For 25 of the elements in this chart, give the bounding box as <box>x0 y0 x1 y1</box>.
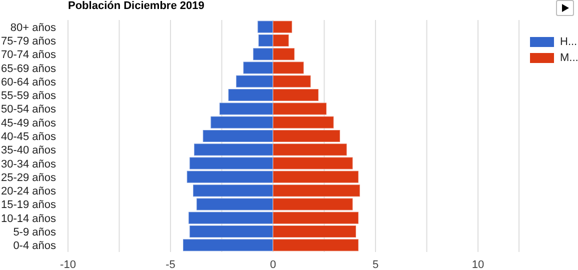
y-tick-label: 25-29 años <box>0 172 56 184</box>
y-tick-label: 5-9 años <box>13 226 56 239</box>
y-tick-label: 75-79 años <box>0 35 56 48</box>
x-tick-label: -10 <box>60 258 76 270</box>
y-tick-label: 15-19 años <box>0 199 56 212</box>
legend-label: H... <box>560 36 578 48</box>
y-tick-label: 60-64 años <box>0 76 56 88</box>
y-tick-label: 35-40 años <box>0 144 56 157</box>
chart-title: Población Diciembre 2019 <box>68 0 204 12</box>
y-tick-label: 45-49 años <box>0 117 56 130</box>
y-tick-label: 40-45 años <box>0 131 56 143</box>
y-tick-label: 55-59 años <box>0 90 56 102</box>
x-tick-label: 10 <box>472 258 484 270</box>
y-tick-label: 70-74 años <box>0 49 56 62</box>
y-tick-label: 30-34 años <box>0 158 56 170</box>
x-tick-label: -5 <box>166 258 176 270</box>
legend-label: M... <box>560 52 578 64</box>
y-tick-label: 50-54 años <box>0 104 56 116</box>
y-tick-label: 65-69 años <box>0 62 56 75</box>
y-tick-label: 80+ años <box>10 22 56 34</box>
y-tick-label: 0-4 años <box>13 240 56 252</box>
y-tick-label: 10-14 años <box>0 212 56 225</box>
y-tick-label: 20-24 años <box>0 186 56 198</box>
x-tick-label: 5 <box>372 258 379 270</box>
x-tick-label: 0 <box>270 258 276 270</box>
